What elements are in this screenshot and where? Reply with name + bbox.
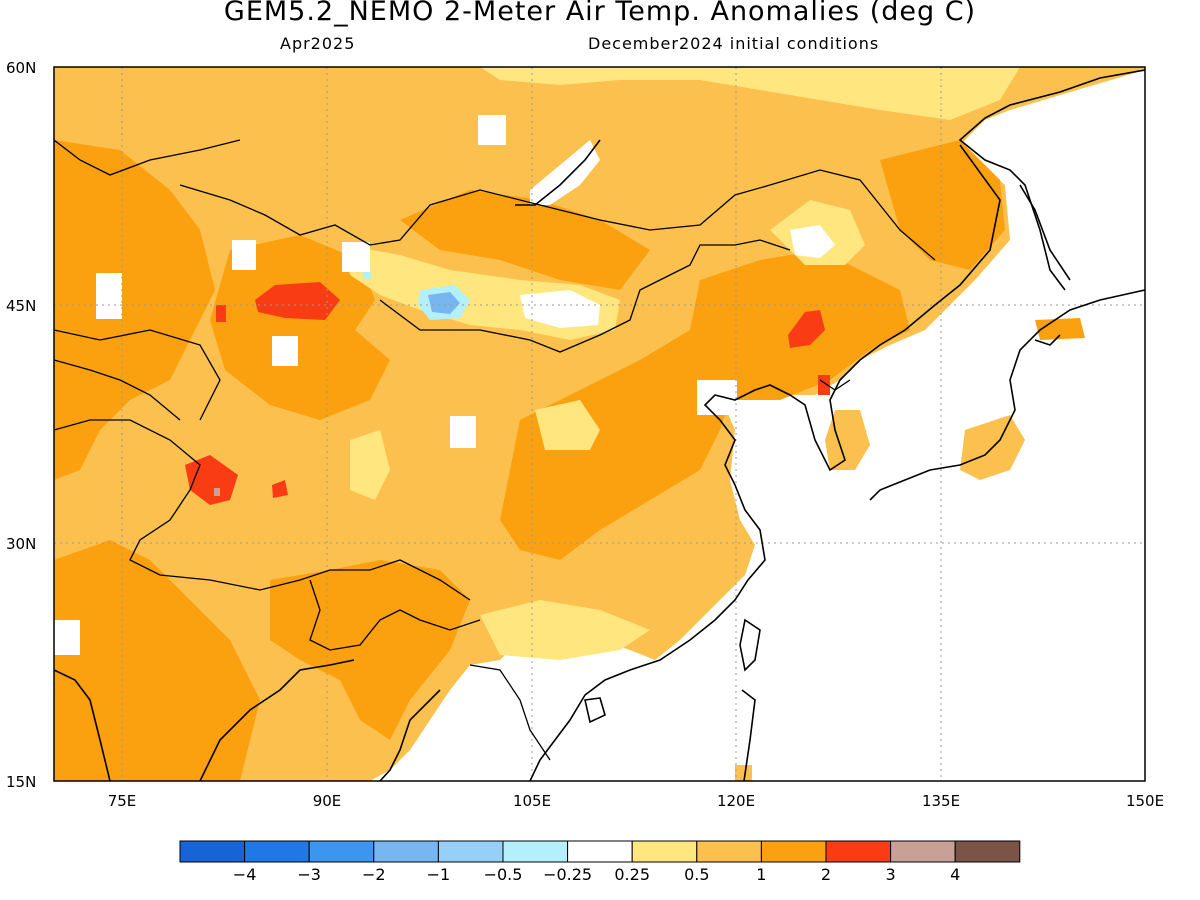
coastlines <box>54 69 1145 781</box>
lon-tick-label: 135E <box>922 792 960 810</box>
anomaly-1-2-south-asia <box>270 560 470 740</box>
colorbar-label: 0.5 <box>684 865 709 884</box>
anomaly-025-05-tarim <box>535 400 600 450</box>
graticule <box>54 67 1145 781</box>
colorbar-swatch <box>308 840 375 863</box>
land-anomaly-korea <box>825 410 870 470</box>
colorbar-label: 2 <box>821 865 831 884</box>
land-anomaly-hokkaido <box>1035 318 1085 340</box>
anomaly-near-zero-mongolia <box>520 290 600 328</box>
country-borders <box>54 139 936 761</box>
anomaly-neg-05-1 <box>428 292 460 314</box>
colorbar-label: −1 <box>427 865 451 884</box>
colorbar-swatch <box>502 840 569 863</box>
anomaly-1-2-central-asia <box>210 235 390 420</box>
map-frame <box>53 66 1146 782</box>
anomaly-3-4-spot <box>214 488 220 496</box>
lon-tick-label: 150E <box>1126 792 1164 810</box>
lon-tick-label: 75E <box>108 792 137 810</box>
forecast-month: Apr2025 <box>280 34 356 53</box>
anomaly-2-3-tibet-spot <box>272 480 288 498</box>
colorbar-swatch <box>696 840 762 863</box>
colorbar-swatch <box>179 840 246 863</box>
nodata-baikal <box>530 140 600 205</box>
lat-tick-label: 60N <box>6 59 36 77</box>
anomaly-1-2-northeast <box>880 140 1005 270</box>
colorbar-swatch <box>825 840 892 863</box>
colorbar-swatch <box>373 840 439 863</box>
lon-ticks: 75E 90E 105E 120E 135E 150E <box>108 792 1164 810</box>
colorbar-label: 3 <box>886 865 896 884</box>
colorbar-label: −4 <box>233 865 257 884</box>
lat-tick-label: 15N <box>6 773 36 791</box>
nodata-patch <box>450 416 476 448</box>
nodata-bohai <box>697 380 737 415</box>
anomaly-025-05-south-china <box>480 600 650 660</box>
colorbar-label: 1 <box>756 865 766 884</box>
initial-conditions-label: December2024 initial conditions <box>588 34 880 53</box>
anomaly-2-3-manchuria <box>788 310 825 348</box>
lon-tick-label: 90E <box>313 792 342 810</box>
lat-tick-label: 30N <box>6 535 36 553</box>
colorbar-label: 4 <box>950 865 960 884</box>
nodata-patch <box>272 336 298 366</box>
anomaly-2-3-west-tibet <box>185 455 238 505</box>
colorbar-swatch <box>631 840 698 863</box>
colorbar-label: −3 <box>297 865 321 884</box>
colorbar: −4 −3 −2 −1 −0.5 −0.25 0.25 0.5 1 2 3 4 <box>179 840 1021 884</box>
nodata-patch <box>478 115 506 145</box>
chart-title: GEM5.2_NEMO 2-Meter Air Temp. Anomalies … <box>223 0 977 27</box>
anomaly-025-05-siberia <box>480 67 1020 120</box>
anomaly-2-3-pamir <box>216 305 226 322</box>
nodata-patch <box>54 620 80 655</box>
anomaly-1-2-north <box>400 190 650 290</box>
colorbar-swatch <box>244 840 310 863</box>
land-anomaly-taiwan <box>735 765 752 781</box>
lon-tick-label: 120E <box>717 792 755 810</box>
lon-tick-label: 105E <box>513 792 551 810</box>
colorbar-swatch <box>567 840 633 863</box>
anomaly-1-2-west <box>54 140 215 480</box>
anomaly-2-3-dzungaria <box>255 282 340 320</box>
colorbar-swatch <box>954 840 1021 863</box>
anomaly-1-2-southwest <box>54 540 260 781</box>
colorbar-label: −2 <box>362 865 386 884</box>
colorbar-label: 0.25 <box>614 865 650 884</box>
colorbar-label: −0.5 <box>484 865 523 884</box>
lat-ticks: 60N 45N 30N 15N <box>6 59 36 791</box>
nodata-patch <box>232 240 256 270</box>
colorbar-swatch <box>437 840 504 863</box>
nodata-patch <box>342 242 370 272</box>
colorbar-swatch <box>890 840 956 863</box>
nodata-patch <box>96 273 122 319</box>
lat-tick-label: 45N <box>6 297 36 315</box>
colorbar-swatch <box>760 840 827 863</box>
anomaly-near-zero-manchuria <box>790 225 835 258</box>
colorbar-label: −0.25 <box>543 865 592 884</box>
anomaly-025-05-tibet <box>350 430 390 500</box>
